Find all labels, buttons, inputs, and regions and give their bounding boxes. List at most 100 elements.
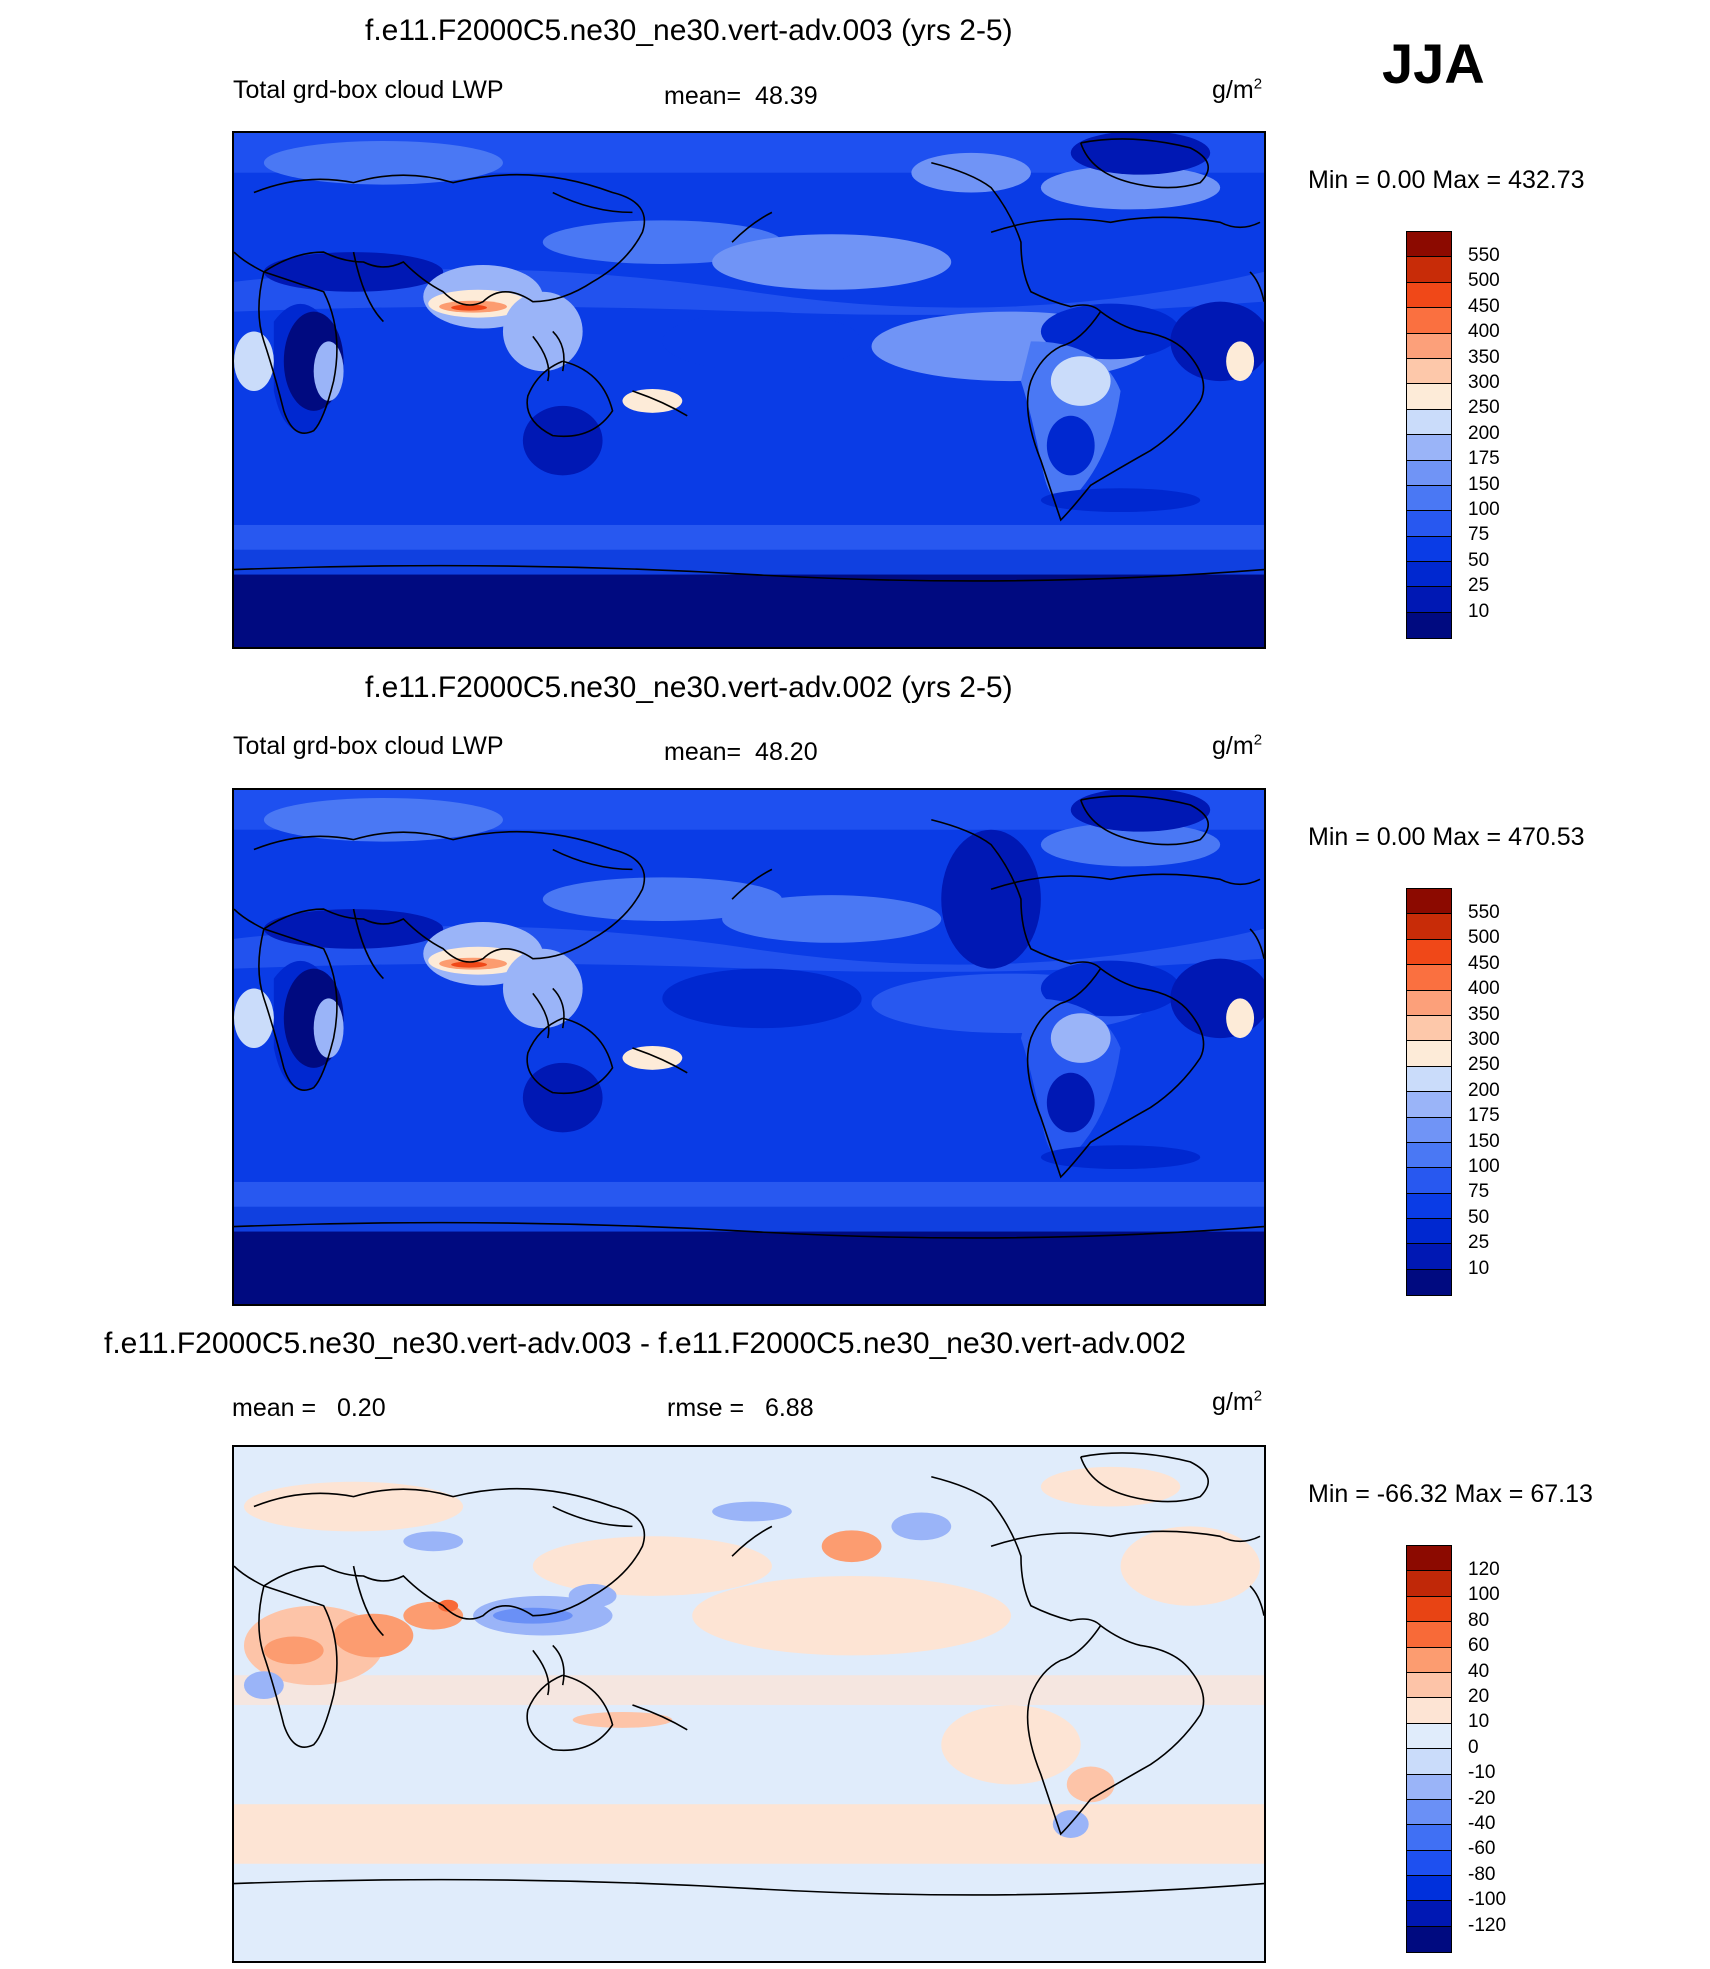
- cbar-cell: [1407, 1219, 1451, 1245]
- cbar-label: 40: [1468, 1660, 1490, 1682]
- cbar-cell: [1407, 1015, 1451, 1042]
- cbar-label: 175: [1468, 1105, 1500, 1127]
- cbar-label: 150: [1468, 473, 1500, 495]
- panel1-map: [232, 131, 1266, 649]
- cbar-cell: [1407, 384, 1451, 410]
- panel2-map-svg: [234, 790, 1264, 1304]
- panel1-mean-value: 48.39: [755, 82, 818, 110]
- cbar-cell: [1407, 612, 1451, 639]
- cbar-cell: [1407, 511, 1451, 537]
- cbar-cell: [1407, 1117, 1451, 1143]
- cbar-cell: [1407, 460, 1451, 486]
- cbar-cell: [1407, 435, 1451, 461]
- cbar-label: 100: [1468, 499, 1500, 520]
- panel2-units-exp: 2: [1253, 731, 1263, 749]
- cbar-cell: [1407, 1142, 1451, 1169]
- cbar-label: 500: [1468, 270, 1500, 292]
- cbar-cell: [1407, 1876, 1451, 1902]
- cbar-cell: [1407, 965, 1451, 991]
- cbar-cell: [1407, 1546, 1451, 1572]
- panel3-colorbar: [1406, 1545, 1452, 1954]
- panel2-units: g/m2: [1212, 731, 1263, 760]
- panel2-mean: mean= 48.20: [664, 740, 818, 765]
- cbar-label: 200: [1468, 1079, 1500, 1101]
- panel3-units: g/m2: [1212, 1387, 1263, 1416]
- cbar-cell: [1407, 1269, 1451, 1296]
- panel2-map: [232, 788, 1266, 1306]
- panel3-mean-value: 0.20: [336, 1394, 386, 1422]
- cbar-label: 75: [1468, 524, 1490, 546]
- panel3-map: [232, 1445, 1266, 1963]
- cbar-cell: [1407, 308, 1451, 334]
- cbar-cell: [1407, 1596, 1451, 1623]
- cbar-cell: [1407, 409, 1451, 436]
- panel1-map-svg: [234, 133, 1264, 647]
- cbar-label: 250: [1468, 1054, 1500, 1076]
- cbar-cell: [1407, 1647, 1451, 1673]
- cbar-cell: [1407, 358, 1451, 385]
- cbar-label: -10: [1468, 1762, 1496, 1784]
- panel2-title: f.e11.F2000C5.ne30_ne30.vert-adv.002 (yr…: [365, 671, 1013, 704]
- cbar-label: -120: [1468, 1914, 1507, 1936]
- cbar-cell: [1407, 1244, 1451, 1270]
- cbar-label: 25: [1468, 1232, 1490, 1254]
- cbar-cell: [1407, 485, 1451, 512]
- cbar-label: 100: [1468, 1584, 1500, 1606]
- panel1-units-base: g/m: [1212, 76, 1254, 104]
- panel3-mean: mean = 0.20: [232, 1396, 386, 1421]
- panel3-rmse: rmse = 6.88: [667, 1396, 814, 1421]
- panel2-variable: Total grd-box cloud LWP: [233, 732, 504, 760]
- cbar-cell: [1407, 1723, 1451, 1750]
- cbar-cell: [1407, 914, 1451, 940]
- panel2-mean-value: 48.20: [755, 738, 818, 766]
- cbar-label: -60: [1468, 1838, 1496, 1860]
- cbar-label: 200: [1468, 422, 1500, 444]
- cbar-label: 500: [1468, 927, 1500, 949]
- panel2-units-base: g/m: [1212, 732, 1254, 760]
- cbar-label: -80: [1468, 1863, 1496, 1885]
- cbar-label: 450: [1468, 295, 1500, 317]
- cbar-label: 550: [1468, 245, 1500, 266]
- cbar-cell: [1407, 282, 1451, 309]
- cbar-label: 150: [1468, 1130, 1500, 1152]
- cbar-cell: [1407, 939, 1451, 966]
- cbar-label: 300: [1468, 1029, 1500, 1050]
- panel3-title: f.e11.F2000C5.ne30_ne30.vert-adv.003 - f…: [104, 1327, 1186, 1360]
- cbar-label: 100: [1468, 1156, 1500, 1177]
- cbar-label: 550: [1468, 902, 1500, 923]
- panel1-variable: Total grd-box cloud LWP: [233, 76, 504, 104]
- cbar-label: 350: [1468, 1003, 1500, 1025]
- cbar-cell: [1407, 1193, 1451, 1220]
- cbar-cell: [1407, 1799, 1451, 1826]
- cbar-cell: [1407, 1672, 1451, 1699]
- cbar-label: 350: [1468, 346, 1500, 368]
- cbar-cell: [1407, 1850, 1451, 1877]
- cbar-cell: [1407, 333, 1451, 359]
- cbar-label: 400: [1468, 978, 1500, 1000]
- panel3-units-base: g/m: [1212, 1388, 1254, 1416]
- panel1-range: Min = 0.00 Max = 432.73: [1308, 166, 1585, 194]
- panel1-colorbar: [1406, 231, 1452, 640]
- panel3-units-exp: 2: [1253, 1387, 1263, 1405]
- cbar-label: 10: [1468, 1711, 1490, 1733]
- panel2-range: Min = 0.00 Max = 470.53: [1308, 823, 1585, 851]
- panel1-units: g/m2: [1212, 76, 1262, 104]
- cbar-cell: [1407, 1825, 1451, 1851]
- panel3-mean-label: mean =: [232, 1394, 317, 1422]
- panel2-colorbar: [1406, 888, 1452, 1297]
- cbar-label: 20: [1468, 1686, 1490, 1707]
- cbar-cell: [1407, 1066, 1451, 1093]
- cbar-cell: [1407, 1168, 1451, 1194]
- cbar-label: 10: [1468, 1257, 1490, 1279]
- cbar-label: 80: [1468, 1609, 1490, 1631]
- cbar-label: -100: [1468, 1889, 1507, 1911]
- panel3-rmse-label: rmse =: [667, 1394, 745, 1422]
- cbar-label: 450: [1468, 952, 1500, 974]
- cbar-cell: [1407, 1041, 1451, 1067]
- cbar-label: 0: [1468, 1736, 1479, 1758]
- cbar-cell: [1407, 1901, 1451, 1927]
- cbar-cell: [1407, 990, 1451, 1016]
- cbar-cell: [1407, 1698, 1451, 1724]
- cbar-cell: [1407, 536, 1451, 563]
- cbar-cell: [1407, 1749, 1451, 1775]
